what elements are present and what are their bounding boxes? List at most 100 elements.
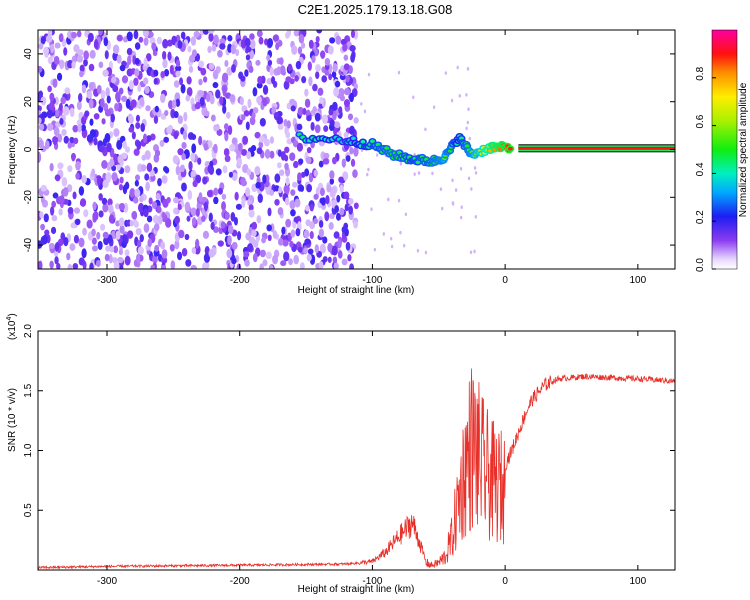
noise-cell xyxy=(100,223,106,231)
noise-cell xyxy=(198,90,204,97)
noise-cell xyxy=(96,175,101,186)
noise-cell xyxy=(124,165,131,174)
noise-cell xyxy=(116,34,123,42)
noise-cell xyxy=(125,146,131,153)
noise-cell xyxy=(286,120,291,129)
noise-cell xyxy=(349,263,354,269)
sparse-cell xyxy=(458,94,461,98)
noise-cell xyxy=(157,178,162,187)
noise-cell xyxy=(73,137,79,145)
noise-cell xyxy=(322,158,329,165)
noise-cell xyxy=(81,84,87,94)
noise-cell xyxy=(50,43,55,54)
noise-cell xyxy=(217,187,223,195)
noise-cell xyxy=(222,104,227,114)
noise-cell xyxy=(152,255,158,264)
noise-cell xyxy=(280,260,287,267)
noise-cell xyxy=(295,60,302,70)
noise-cell xyxy=(133,148,140,156)
noise-cell xyxy=(201,215,206,223)
noise-cell xyxy=(134,188,141,198)
noise-cell xyxy=(308,172,314,183)
tone-cell xyxy=(415,160,421,165)
noise-cell xyxy=(78,257,85,266)
noise-cell xyxy=(59,117,64,125)
noise-cell xyxy=(89,49,96,59)
noise-cell xyxy=(251,221,258,230)
noise-cell xyxy=(333,231,340,239)
tone-cell xyxy=(384,146,390,150)
noise-cell xyxy=(207,140,213,149)
noise-cell xyxy=(305,219,311,227)
noise-cell xyxy=(302,107,307,116)
sparse-cell xyxy=(370,207,373,212)
noise-cell xyxy=(172,154,179,165)
steady-tone-band-core xyxy=(518,146,675,150)
noise-cell xyxy=(335,35,342,45)
noise-cell xyxy=(54,42,61,49)
noise-cell xyxy=(177,203,182,211)
noise-cell xyxy=(121,75,129,84)
noise-cell xyxy=(54,174,61,181)
noise-cell xyxy=(117,256,124,264)
noise-cell xyxy=(245,232,252,241)
snr-y-axis-label: SNR (10 * v/v) xyxy=(7,388,18,452)
noise-cell xyxy=(231,64,236,73)
noise-cell xyxy=(321,75,328,83)
noise-cell xyxy=(44,229,50,236)
noise-cell xyxy=(126,47,133,56)
noise-cell xyxy=(49,163,54,172)
noise-cell xyxy=(188,160,193,171)
noise-cell xyxy=(229,94,236,103)
noise-cell xyxy=(208,248,215,258)
noise-cell xyxy=(262,174,267,184)
noise-cell xyxy=(303,229,310,239)
noise-cell xyxy=(146,215,153,223)
noise-cell xyxy=(202,230,210,239)
noise-cell xyxy=(266,54,271,61)
noise-cell xyxy=(339,73,346,81)
noise-cell xyxy=(353,146,359,157)
noise-cell xyxy=(118,217,125,227)
noise-cell xyxy=(180,84,186,94)
noise-cell xyxy=(247,98,252,109)
noise-cell xyxy=(160,241,166,250)
noise-cell xyxy=(103,236,110,246)
spectrogram-y-axis-label: Frequency (Hz) xyxy=(7,116,18,185)
noise-cell xyxy=(73,44,80,53)
noise-cell xyxy=(319,187,325,197)
noise-cell xyxy=(116,164,121,171)
sparse-cell xyxy=(376,153,379,157)
noise-cell xyxy=(284,197,290,206)
noise-cell xyxy=(277,207,284,216)
noise-cell xyxy=(297,46,303,55)
noise-cell xyxy=(104,50,109,60)
noise-cell xyxy=(293,30,300,37)
noise-cell xyxy=(166,196,171,204)
noise-cell xyxy=(38,260,43,269)
noise-cell xyxy=(104,253,110,262)
noise-cell xyxy=(262,97,268,107)
noise-cell xyxy=(116,54,122,64)
snr-frame xyxy=(37,330,676,571)
noise-cell xyxy=(51,200,56,208)
sparse-cell xyxy=(441,206,444,211)
noise-cell xyxy=(121,95,128,102)
y-tick-label: 20 xyxy=(23,96,34,108)
noise-cell xyxy=(293,160,299,169)
noise-cell xyxy=(79,64,85,73)
noise-cell xyxy=(336,212,341,221)
noise-cell xyxy=(173,80,180,88)
x-tick-label: -300 xyxy=(97,275,117,286)
noise-cell xyxy=(350,158,356,167)
noise-cell xyxy=(285,218,292,228)
noise-cell xyxy=(215,168,222,176)
spectrogram-x-axis-label: Height of straight line (km) xyxy=(298,285,415,296)
noise-cell xyxy=(224,211,230,220)
noise-cell xyxy=(219,38,226,46)
noise-cell xyxy=(76,55,84,63)
noise-cell xyxy=(81,248,87,259)
noise-cell xyxy=(58,208,63,216)
y-tick-label: -20 xyxy=(23,190,34,205)
